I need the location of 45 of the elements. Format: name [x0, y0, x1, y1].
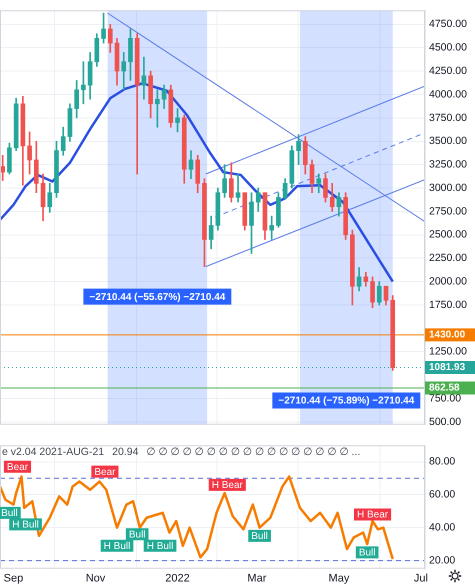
annotation: H Bear: [356, 510, 389, 521]
ref-line-label: 862.58: [429, 382, 460, 394]
y-tick-label: 2000.00: [429, 275, 468, 288]
annotation: Bear: [6, 462, 29, 473]
y-tick-label: 2500.00: [429, 228, 468, 241]
annotation: Bull: [251, 531, 268, 542]
annotation: Bull: [128, 529, 146, 540]
y-tick-label: 3500.00: [429, 135, 468, 148]
x-tick-label: Sep: [4, 572, 24, 584]
band-label: −2710.44 (−55.67%) −2710.44: [89, 292, 226, 303]
annotation: H Bear: [212, 480, 244, 492]
annotation: e v2.04 2021-AUG-21: [2, 446, 104, 458]
annotation: 20.94: [112, 446, 139, 458]
y-tick-label: 750.00: [429, 392, 462, 404]
y-tick-label: 4500.00: [429, 42, 468, 54]
y-tick-label: 4000.00: [429, 88, 468, 100]
ref-line-label: 1430.00: [429, 330, 466, 341]
y-tick-label: 40.00: [429, 522, 456, 534]
ref-line-label: 1081.93: [429, 362, 466, 374]
y-tick-label: 3000.00: [429, 182, 468, 194]
annotation: Bull: [358, 548, 376, 559]
y-tick-label: 4750.00: [429, 18, 468, 30]
annotation: H Bull: [146, 540, 174, 552]
x-tick-label: Nov: [86, 572, 106, 584]
annotation: Bull: [1, 508, 18, 520]
y-tick-label: 2750.00: [429, 205, 468, 218]
annotation: H Bull: [104, 540, 130, 552]
y-tick-label: 500.00: [429, 416, 462, 428]
x-tick-label: Mar: [247, 572, 267, 584]
annotation: Bear: [94, 466, 116, 478]
y-tick-label: 2250.00: [429, 252, 468, 264]
band-label: −2710.44 (−75.89%) −2710.44: [278, 396, 415, 407]
y-tick-label: 1750.00: [429, 298, 468, 311]
x-tick-label: Jul: [414, 572, 428, 584]
y-tick-label: 80.00: [429, 456, 456, 468]
y-tick-label: 60.00: [429, 488, 456, 501]
y-tick-label: 4250.00: [429, 64, 468, 77]
x-tick-label: May: [328, 572, 350, 584]
y-tick-label: 3750.00: [429, 112, 468, 124]
annotation: H Bull: [12, 520, 39, 531]
y-tick-label: 1250.00: [429, 346, 468, 358]
y-tick-label: 3250.00: [429, 158, 468, 171]
y-tick-label: 20.00: [429, 554, 456, 566]
annotation: ∅ ∅ ∅ ∅ ∅ ∅ ∅ ∅ ∅ ∅ ∅ ∅ ∅ ∅ ∅ ∅ ∅ ...: [146, 446, 360, 458]
x-tick-label: 2022: [165, 572, 190, 584]
